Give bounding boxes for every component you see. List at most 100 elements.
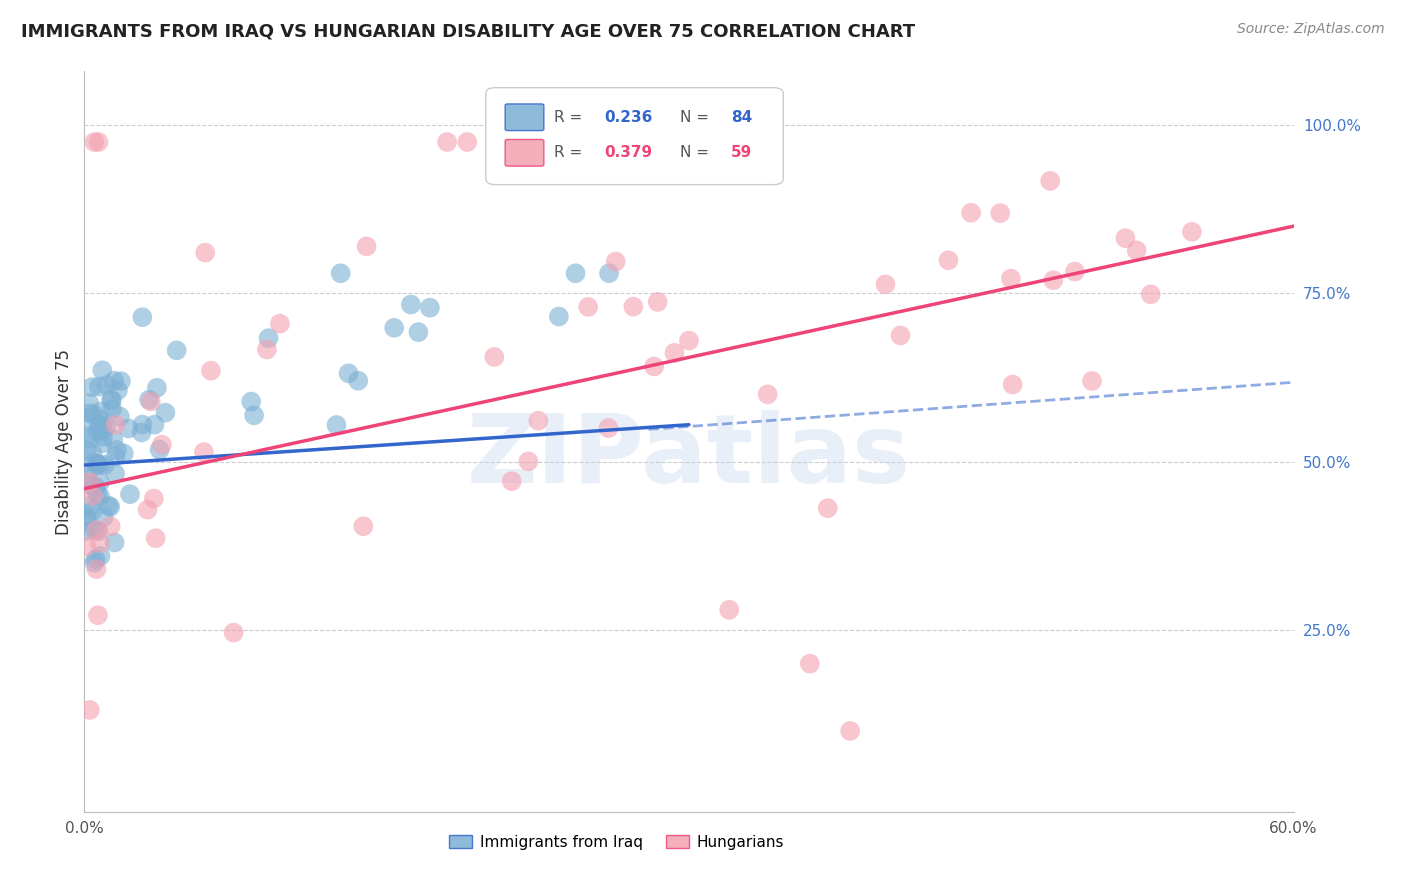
Point — [143, 417, 166, 432]
Point — [84, 552, 107, 566]
Point — [938, 253, 960, 268]
Point — [79, 703, 101, 717]
Point — [83, 523, 105, 537]
Point — [1114, 231, 1136, 245]
Point — [87, 418, 110, 433]
Point — [89, 489, 111, 503]
Point — [75, 509, 97, 524]
Point — [79, 432, 101, 446]
Point — [86, 487, 108, 501]
Point — [718, 603, 741, 617]
Point — [76, 513, 98, 527]
Point — [90, 423, 112, 437]
Point — [87, 457, 110, 471]
Point — [82, 489, 104, 503]
Point — [839, 723, 862, 738]
Point — [82, 407, 104, 421]
Point — [408, 325, 430, 339]
Point — [75, 413, 97, 427]
Point — [86, 457, 108, 471]
Text: 59: 59 — [731, 145, 752, 161]
Y-axis label: Disability Age Over 75: Disability Age Over 75 — [55, 349, 73, 534]
FancyBboxPatch shape — [505, 139, 544, 166]
Text: R =: R = — [554, 145, 586, 161]
Point — [112, 446, 135, 460]
Point — [889, 328, 911, 343]
Point — [104, 417, 127, 432]
Point — [352, 519, 374, 533]
Point — [89, 412, 111, 426]
Point — [101, 401, 124, 416]
Point — [436, 135, 458, 149]
Point — [86, 425, 108, 439]
Point — [80, 478, 103, 492]
Point — [117, 421, 139, 435]
Point — [100, 519, 122, 533]
Point — [1139, 287, 1161, 301]
FancyBboxPatch shape — [486, 87, 783, 185]
Point — [131, 417, 153, 432]
Text: Source: ZipAtlas.com: Source: ZipAtlas.com — [1237, 22, 1385, 37]
Point — [105, 443, 128, 458]
Point — [91, 418, 114, 433]
Point — [89, 475, 111, 490]
Point — [269, 317, 291, 331]
Point — [243, 409, 266, 423]
Point — [146, 381, 169, 395]
Point — [86, 523, 108, 537]
Point — [131, 425, 153, 440]
Point — [75, 429, 97, 443]
Point — [598, 266, 620, 280]
Point — [155, 406, 177, 420]
Point — [83, 135, 105, 149]
Point — [76, 469, 98, 483]
Point — [598, 421, 620, 435]
Point — [84, 480, 107, 494]
Point — [527, 414, 550, 428]
Text: R =: R = — [554, 110, 586, 125]
Point — [94, 420, 117, 434]
Point — [1001, 377, 1024, 392]
Text: ZIPatlas: ZIPatlas — [467, 409, 911, 503]
Point — [1042, 273, 1064, 287]
Point — [87, 380, 110, 394]
Point — [80, 380, 103, 394]
Point — [194, 245, 217, 260]
Point — [108, 409, 131, 424]
Point — [82, 447, 104, 461]
Point — [101, 392, 124, 407]
Point — [75, 524, 97, 538]
Point — [97, 499, 120, 513]
Text: 0.379: 0.379 — [605, 145, 652, 161]
Point — [91, 430, 114, 444]
Point — [347, 374, 370, 388]
Point — [643, 359, 665, 374]
Text: N =: N = — [681, 110, 714, 125]
Point — [456, 135, 478, 149]
Point — [756, 387, 779, 401]
Point — [145, 531, 167, 545]
Point — [103, 374, 125, 388]
Point — [139, 394, 162, 409]
Point — [131, 310, 153, 325]
Point — [547, 310, 569, 324]
Point — [89, 536, 111, 550]
Point — [110, 374, 132, 388]
Point — [91, 363, 114, 377]
Point — [150, 437, 173, 451]
Point — [988, 206, 1011, 220]
Point — [256, 343, 278, 357]
Point — [647, 294, 669, 309]
Point — [79, 406, 101, 420]
Point — [89, 458, 111, 473]
Point — [501, 474, 523, 488]
Point — [799, 657, 821, 671]
Point — [90, 404, 112, 418]
Point — [77, 396, 100, 410]
Point — [222, 625, 245, 640]
Point — [325, 417, 347, 432]
Point — [96, 377, 118, 392]
Point — [329, 266, 352, 280]
Point — [200, 364, 222, 378]
Point — [87, 135, 110, 149]
